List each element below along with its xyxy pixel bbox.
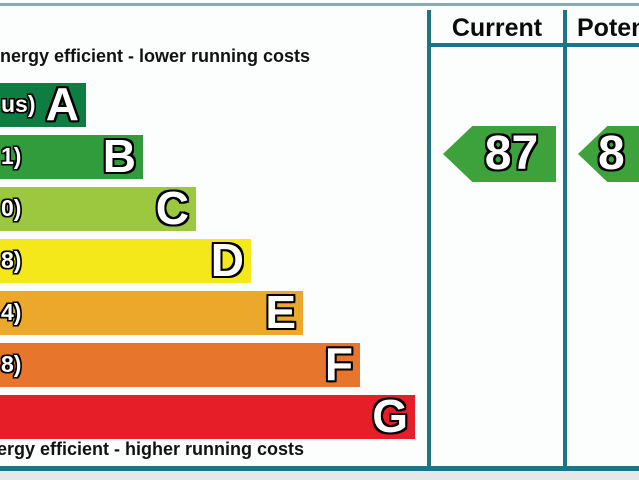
band-range-label: 4): [1, 298, 22, 325]
top-border-line: [0, 3, 639, 6]
band-bar-g: G: [0, 390, 415, 443]
band-range-label: 1): [1, 142, 22, 169]
band-range-label: 8): [1, 350, 22, 377]
band-letter: D: [210, 234, 244, 287]
potential-rating-value: 8: [598, 127, 625, 180]
potential-rating-arrow: 8: [578, 126, 639, 182]
band-row-c: 0) C: [0, 182, 196, 235]
current-rating-arrow: 87: [443, 126, 556, 182]
column-divider-left: [427, 10, 431, 466]
bottom-caption: ergy efficient - higher running costs: [0, 439, 305, 459]
band-row-f: 8) F: [0, 338, 360, 391]
band-bar-d: 8) D: [0, 234, 251, 287]
potential-column-header: Poten: [577, 14, 639, 42]
band-bar-f: 8) F: [0, 338, 360, 391]
band-letter: A: [45, 78, 79, 131]
bottom-border-line: [0, 466, 639, 471]
band-letter: C: [155, 182, 189, 235]
band-letter: E: [265, 286, 296, 339]
band-range-label: 0): [1, 194, 22, 221]
current-column-header: Current: [451, 14, 543, 42]
current-rating-value: 87: [484, 127, 539, 180]
band-letter: B: [102, 130, 136, 183]
band-letter: F: [324, 338, 353, 391]
column-divider-middle: [563, 10, 567, 466]
band-range-label: us): [1, 90, 36, 117]
band-bar-a: us) A: [0, 78, 86, 131]
band-row-a: us) A: [0, 78, 86, 131]
band-range-label: 8): [1, 246, 22, 273]
band-row-b: 1) B: [0, 130, 143, 183]
band-row-e: 4) E: [0, 286, 303, 339]
band-bar-c: 0) C: [0, 182, 196, 235]
band-bar-b: 1) B: [0, 130, 143, 183]
top-margin-strip: [0, 0, 639, 3]
band-bar-e: 4) E: [0, 286, 303, 339]
band-row-d: 8) D: [0, 234, 251, 287]
band-row-g: G: [0, 390, 415, 443]
footer-margin-strip: [0, 471, 639, 480]
band-letter: G: [372, 390, 408, 443]
header-underline: [427, 43, 639, 47]
top-caption: nergy efficient - lower running costs: [0, 46, 311, 66]
